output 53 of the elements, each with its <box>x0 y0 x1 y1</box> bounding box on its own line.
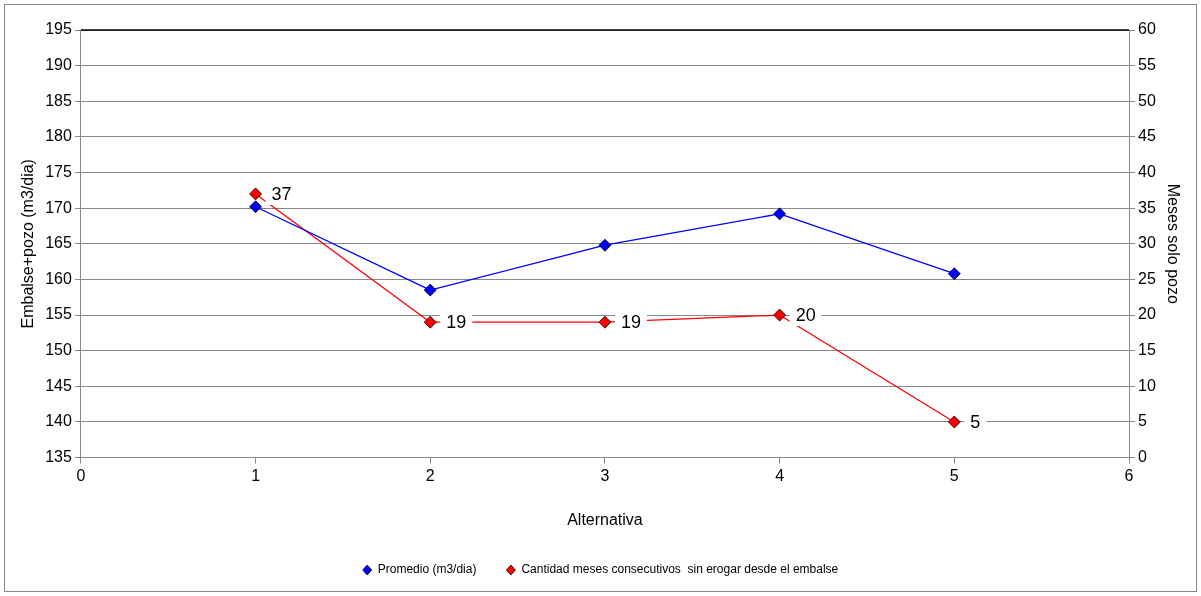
y2-tick-label: 30 <box>1138 234 1156 252</box>
y-tick-label: 185 <box>45 91 72 109</box>
y2-tick-label: 5 <box>1138 412 1147 430</box>
y-tick-label: 160 <box>45 269 72 287</box>
x-tick-label: 0 <box>76 466 86 484</box>
point <box>249 200 262 214</box>
y2-tick-label: 40 <box>1138 162 1156 180</box>
y-tick-label: 135 <box>45 448 72 466</box>
data-label: 5 <box>970 411 981 432</box>
y2-tick-label: 35 <box>1138 198 1156 216</box>
y2-tick-label: 50 <box>1138 91 1156 109</box>
y-tick-label: 195 <box>45 20 72 38</box>
x-tick-label: 1 <box>251 466 261 484</box>
point <box>598 315 612 329</box>
point <box>249 187 262 201</box>
y-tick-label: 180 <box>45 127 72 145</box>
point <box>423 315 437 329</box>
data-label: 20 <box>795 305 816 326</box>
data-label: 37 <box>271 183 292 204</box>
y-tick-label: 155 <box>45 305 72 323</box>
y2-tick-label: 0 <box>1138 448 1147 466</box>
point <box>773 308 787 322</box>
data-label: 19 <box>620 312 641 333</box>
data-label: 19 <box>446 312 467 333</box>
y2-axis-title: Meses solo pozo <box>1164 183 1182 304</box>
x-tick-label: 3 <box>600 466 610 484</box>
y-tick-label: 170 <box>45 198 72 216</box>
point <box>773 207 787 221</box>
y2-tick-label: 25 <box>1138 269 1156 287</box>
y-tick-label: 150 <box>45 341 72 359</box>
y-tick-label: 140 <box>45 412 72 430</box>
point <box>598 238 612 252</box>
x-tick-label: 6 <box>1124 466 1134 484</box>
x-axis-title: Alternativa <box>567 510 643 528</box>
y-tick-label: 165 <box>45 234 72 252</box>
point <box>947 415 961 429</box>
y-tick-label: 145 <box>45 376 72 394</box>
legend-label: Promedio (m3/dia) <box>377 562 477 577</box>
y2-tick-label: 60 <box>1138 20 1156 38</box>
y-tick-label: 190 <box>45 56 72 74</box>
y2-tick-label: 15 <box>1138 341 1156 359</box>
x-tick-label: 5 <box>949 466 959 484</box>
x-tick-label: 4 <box>775 466 785 484</box>
y-axis-title: Embalse+pozo (m3/dia) <box>19 159 37 329</box>
y-tick-label: 175 <box>45 162 72 180</box>
y2-tick-label: 45 <box>1138 127 1156 145</box>
y2-tick-label: 10 <box>1138 376 1156 394</box>
point <box>947 267 961 281</box>
y2-tick-label: 55 <box>1138 56 1156 74</box>
point <box>423 283 437 297</box>
y2-tick-label: 20 <box>1138 305 1156 323</box>
x-tick-label: 2 <box>425 466 435 484</box>
legend-label: Cantidad meses consecutivos sin erogar desde el embalse <box>521 562 839 577</box>
